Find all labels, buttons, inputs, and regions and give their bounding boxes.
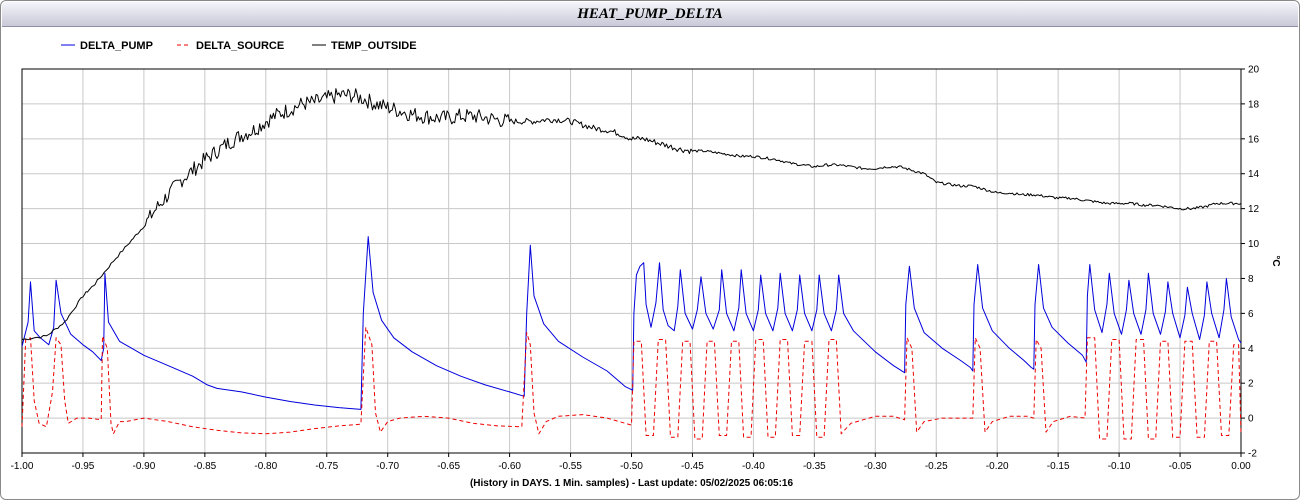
x-tick-label: -0.25 bbox=[925, 461, 948, 472]
x-tick-label: -0.15 bbox=[1047, 461, 1070, 472]
x-tick-label: -0.75 bbox=[315, 461, 338, 472]
grid bbox=[21, 68, 1242, 454]
title-bar: HEAT_PUMP_DELTA bbox=[2, 2, 1298, 27]
y-tick-label: 14 bbox=[1248, 169, 1260, 180]
legend-label-temp-outside: TEMP_OUTSIDE bbox=[331, 40, 417, 52]
x-tick-label: -0.80 bbox=[254, 461, 277, 472]
y-axis-label: °C bbox=[1270, 255, 1281, 266]
y-axis: -2 0 2 4 6 8 10 12 14 16 18 20 bbox=[1241, 65, 1260, 460]
x-tick-label: -0.95 bbox=[72, 461, 95, 472]
x-tick-label: -0.90 bbox=[133, 461, 156, 472]
x-axis-label: (History in DAYS. 1 Min. samples) - Last… bbox=[470, 478, 794, 489]
y-tick-label: 0 bbox=[1248, 414, 1254, 425]
legend-label-delta-pump: DELTA_PUMP bbox=[80, 40, 153, 52]
series-line-temp-outside bbox=[21, 88, 1242, 341]
x-tick-label: -0.55 bbox=[559, 461, 582, 472]
y-tick-label: 8 bbox=[1248, 274, 1254, 285]
x-tick-label: -0.35 bbox=[803, 461, 826, 472]
chart-title: HEAT_PUMP_DELTA bbox=[577, 6, 723, 22]
x-tick-label: -0.10 bbox=[1108, 461, 1131, 472]
y-tick-label: 16 bbox=[1248, 134, 1260, 145]
series-line-delta-source bbox=[21, 326, 1242, 440]
x-tick-label: -0.50 bbox=[620, 461, 643, 472]
x-tick-label: -0.60 bbox=[498, 461, 521, 472]
x-tick-label: -0.30 bbox=[864, 461, 887, 472]
series-group bbox=[21, 88, 1242, 440]
x-tick-label: 0.00 bbox=[1231, 461, 1251, 472]
y-tick-label: 18 bbox=[1248, 99, 1260, 110]
x-tick-label: -0.40 bbox=[742, 461, 765, 472]
series-line-delta-pump bbox=[21, 236, 1242, 410]
legend: DELTA_PUMP DELTA_SOURCE TEMP_OUTSIDE bbox=[61, 40, 417, 52]
y-tick-label: 20 bbox=[1248, 65, 1260, 76]
y-tick-label: 12 bbox=[1248, 204, 1260, 215]
x-tick-label: -0.05 bbox=[1169, 461, 1192, 472]
y-tick-label: 4 bbox=[1248, 344, 1254, 355]
x-tick-label: -0.70 bbox=[376, 461, 399, 472]
y-tick-label: 10 bbox=[1248, 239, 1260, 250]
y-tick-label: -2 bbox=[1248, 449, 1257, 460]
y-tick-label: 6 bbox=[1248, 309, 1254, 320]
y-tick-label: 2 bbox=[1248, 379, 1254, 390]
x-tick-label: -0.85 bbox=[193, 461, 216, 472]
x-tick-label: -0.65 bbox=[437, 461, 460, 472]
x-tick-label: -1.00 bbox=[11, 461, 34, 472]
x-tick-label: -0.45 bbox=[681, 461, 704, 472]
x-axis: -1.00 -0.95 -0.90 -0.85 -0.80 -0.75 -0.70 -0.65… bbox=[11, 453, 1251, 472]
x-tick-label: -0.20 bbox=[986, 461, 1009, 472]
legend-label-delta-source: DELTA_SOURCE bbox=[196, 40, 284, 52]
